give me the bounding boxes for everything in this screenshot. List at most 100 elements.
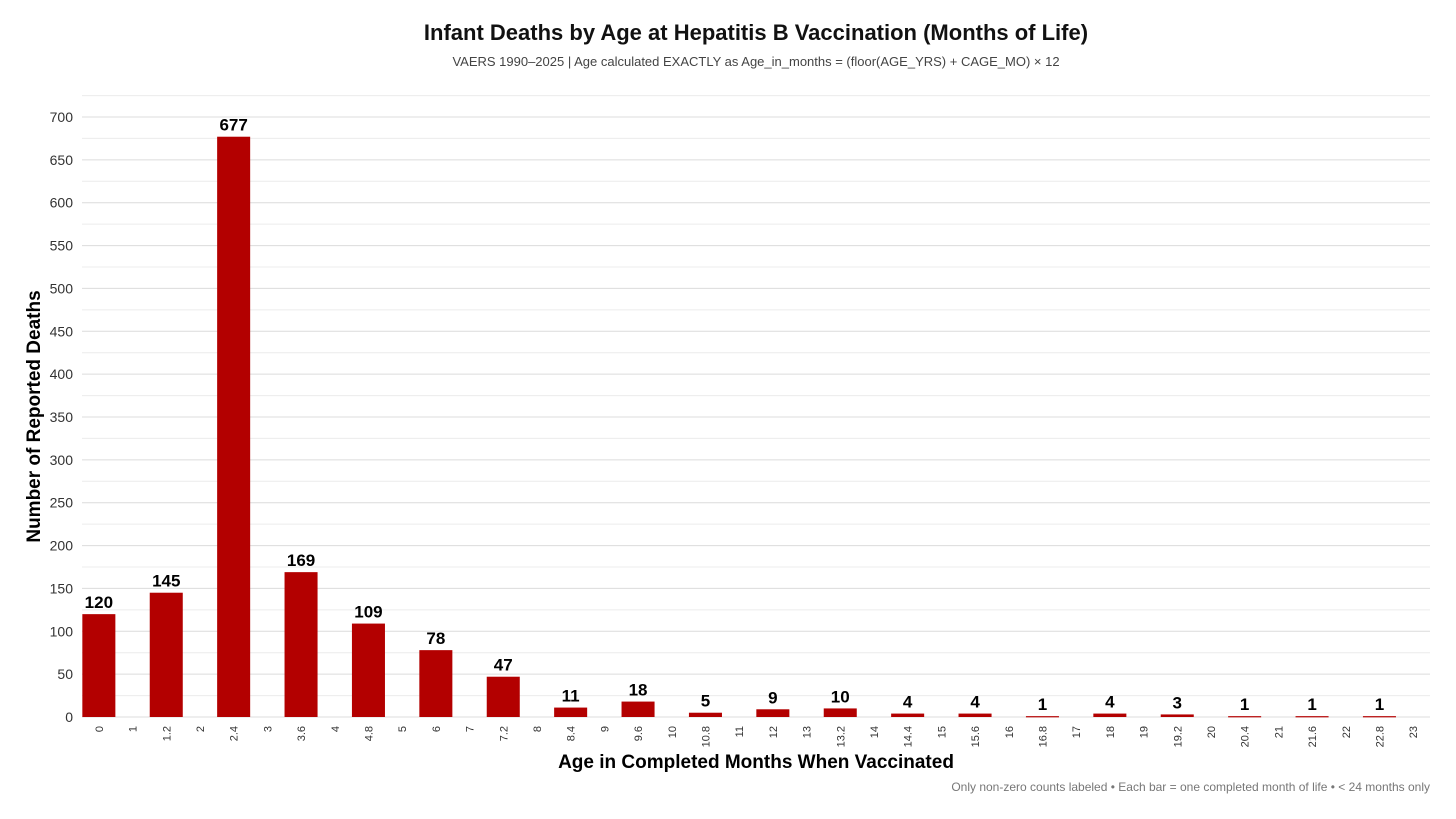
- bar-value-label: 109: [354, 603, 382, 622]
- x-tick-label: 19: [1139, 726, 1151, 738]
- bar-1-2: [149, 592, 183, 717]
- x-tick-label: 7: [465, 726, 477, 732]
- bar-18: [1093, 713, 1127, 717]
- x-tick-label: 4.8: [363, 726, 375, 741]
- grid-lines: [82, 95, 1430, 718]
- bar-value-label: 78: [426, 629, 445, 648]
- y-tick-label: 450: [50, 323, 74, 339]
- x-tick-label: 16: [1004, 726, 1016, 738]
- x-tick-label: 8.4: [566, 726, 578, 741]
- x-tick-label: 2: [195, 726, 207, 732]
- bar-8-4: [554, 707, 588, 717]
- y-axis-label: Number of Reported Deaths: [24, 290, 45, 542]
- y-tick-label: 200: [50, 538, 74, 554]
- x-tick-label: 9: [599, 726, 611, 732]
- bar-0: [82, 614, 116, 717]
- x-tick-label: 10: [667, 726, 679, 738]
- chart-title: Infant Deaths by Age at Hepatitis B Vacc…: [423, 20, 1089, 45]
- y-tick-label: 500: [50, 280, 74, 296]
- bar-19-2: [1160, 714, 1194, 717]
- bar-value-label: 47: [494, 656, 513, 675]
- bar-10-8: [688, 712, 722, 717]
- x-tick-label: 6: [431, 726, 443, 732]
- x-tick-label: 1.2: [161, 726, 173, 741]
- bar-value-label: 677: [219, 116, 247, 135]
- chart-caption: Only non-zero counts labeled • Each bar …: [951, 780, 1430, 794]
- bar-value-label: 11: [562, 687, 580, 706]
- bar-2-4: [217, 136, 251, 717]
- bar-value-label: 4: [903, 693, 913, 712]
- bar-20-4: [1228, 716, 1262, 718]
- bar-value-label: 4: [970, 693, 980, 712]
- bar-22-8: [1362, 716, 1396, 718]
- bar-value-label: 1: [1038, 695, 1047, 714]
- y-tick-label: 150: [50, 580, 74, 596]
- bars: [82, 136, 1396, 718]
- bar-15-6: [958, 713, 992, 717]
- bar-value-label: 1: [1307, 695, 1316, 714]
- bar-21-6: [1295, 716, 1329, 718]
- x-tick-label: 13: [802, 726, 814, 738]
- x-tick-label: 19.2: [1172, 726, 1184, 747]
- x-tick-label: 20: [1206, 726, 1218, 738]
- y-tick-label: 400: [50, 366, 74, 382]
- x-tick-label: 5: [397, 726, 409, 732]
- bar-14-4: [891, 713, 925, 717]
- bar-value-label: 18: [629, 681, 648, 700]
- x-tick-label: 21: [1273, 726, 1285, 738]
- y-axis-ticks: 0 50 100 150 200 250 300 350 400 450 500 550 600 650 7…: [50, 109, 74, 725]
- bar-value-label: 145: [152, 572, 180, 591]
- x-tick-label: 0: [94, 726, 106, 732]
- x-tick-label: 13.2: [835, 726, 847, 747]
- x-tick-label: 11: [734, 726, 746, 737]
- x-tick-label: 3: [262, 726, 274, 732]
- x-tick-label: 23: [1408, 726, 1420, 738]
- x-tick-label: 10.8: [700, 726, 712, 747]
- bar-16-8: [1025, 716, 1059, 718]
- chart-subtitle: VAERS 1990–2025 | Age calculated EXACTLY…: [452, 54, 1060, 69]
- bar-value-label: 120: [85, 593, 113, 612]
- bar-6: [419, 650, 453, 717]
- x-tick-label: 3.6: [296, 726, 308, 741]
- bar-value-label: 5: [701, 692, 710, 711]
- x-tick-label: 14: [869, 726, 881, 738]
- x-tick-label: 17: [1071, 726, 1083, 738]
- bar-value-label: 9: [768, 688, 777, 707]
- x-tick-label: 16.8: [1037, 726, 1049, 747]
- bar-9-6: [621, 701, 655, 717]
- x-tick-label: 15: [936, 726, 948, 738]
- y-tick-label: 350: [50, 409, 74, 425]
- bar-value-label: 1: [1240, 695, 1249, 714]
- x-axis-ticks: 0 1 1.2 2 2.4 3 3.6 4 4.8 5 6 7 7.2 8 8.4 9 9.6 10 10.8 11 1…: [94, 726, 1420, 747]
- y-tick-label: 650: [50, 152, 74, 168]
- x-tick-label: 7.2: [498, 726, 510, 741]
- x-tick-label: 21.6: [1307, 726, 1319, 747]
- bar-value-label: 3: [1173, 693, 1182, 712]
- bar-3-6: [284, 572, 318, 717]
- x-tick-label: 15.6: [970, 726, 982, 747]
- y-tick-label: 700: [50, 109, 74, 125]
- x-tick-label: 12: [768, 726, 780, 738]
- bar-value-label: 169: [287, 551, 315, 570]
- y-tick-label: 300: [50, 452, 74, 468]
- x-tick-label: 22.8: [1374, 726, 1386, 747]
- y-tick-label: 550: [50, 238, 74, 254]
- bar-12: [756, 709, 790, 717]
- bar-4-8: [351, 623, 385, 717]
- x-tick-label: 9.6: [633, 726, 645, 741]
- x-tick-label: 4: [330, 726, 342, 732]
- bar-value-label: 1: [1375, 695, 1384, 714]
- x-tick-label: 18: [1105, 726, 1117, 738]
- y-tick-label: 50: [57, 666, 73, 682]
- bar-value-label: 4: [1105, 693, 1115, 712]
- y-tick-label: 250: [50, 495, 74, 511]
- x-tick-label: 22: [1341, 726, 1353, 738]
- x-tick-label: 2.4: [229, 726, 241, 741]
- y-tick-label: 0: [65, 709, 73, 725]
- bar-value-label: 10: [831, 687, 850, 706]
- x-tick-label: 20.4: [1240, 726, 1252, 747]
- y-tick-label: 100: [50, 623, 74, 639]
